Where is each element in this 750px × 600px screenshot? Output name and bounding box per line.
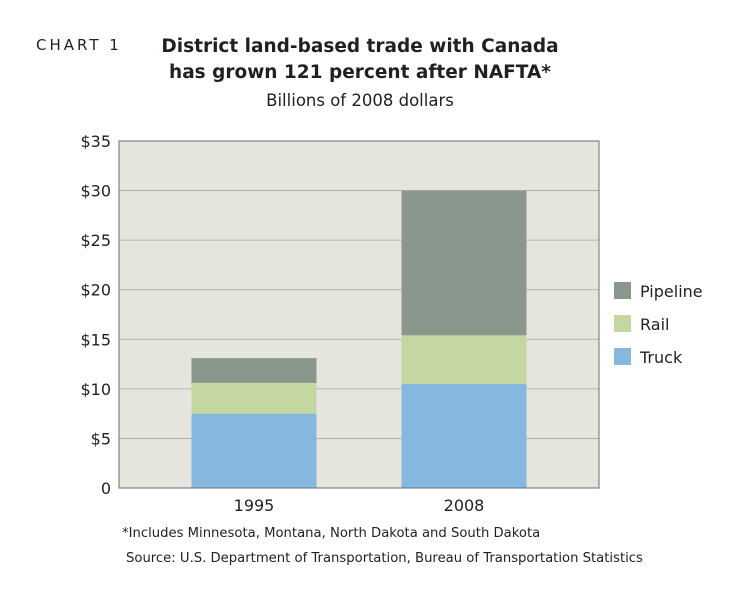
bar-truck-2008: [401, 383, 527, 488]
chart-title-line-2: has grown 121 percent after NAFTA*: [169, 62, 551, 83]
legend-label-rail: Rail: [640, 315, 669, 334]
y-tick-label: $10: [80, 380, 111, 399]
legend-swatch-truck: [614, 348, 631, 365]
y-tick-label: $20: [80, 281, 111, 300]
x-tick-label: 1995: [234, 496, 275, 515]
chart-title: District land-based trade with Canada ha…: [150, 34, 570, 86]
bar-pipeline-1995: [191, 358, 317, 383]
chart-subtitle: Billions of 2008 dollars: [266, 91, 454, 110]
legend-label-truck: Truck: [639, 348, 683, 367]
y-tick-label: $5: [91, 429, 111, 448]
y-tick-label: $25: [80, 231, 111, 250]
legend-swatch-rail: [614, 315, 631, 332]
plot-area: [119, 141, 599, 488]
x-tick-label: 2008: [444, 496, 485, 515]
bar-rail-1995: [191, 382, 317, 414]
chart-source: Source: U.S. Department of Transportatio…: [126, 551, 643, 566]
plot-frame: [118, 140, 600, 489]
bar-truck-1995: [191, 413, 317, 488]
y-tick-label: $30: [80, 182, 111, 201]
bar-rail-2008: [401, 335, 527, 384]
chart-number-label: CHART 1: [36, 36, 122, 54]
y-tick-label: 0: [101, 479, 111, 498]
chart-title-line-1: District land-based trade with Canada: [161, 36, 559, 57]
chart-footnote: *Includes Minnesota, Montana, North Dako…: [122, 526, 541, 541]
bar-pipeline-2008: [401, 190, 527, 336]
legend-swatch-pipeline: [614, 282, 631, 299]
y-tick-label: $35: [80, 132, 111, 151]
y-tick-label: $15: [80, 330, 111, 349]
legend-label-pipeline: Pipeline: [640, 282, 703, 301]
